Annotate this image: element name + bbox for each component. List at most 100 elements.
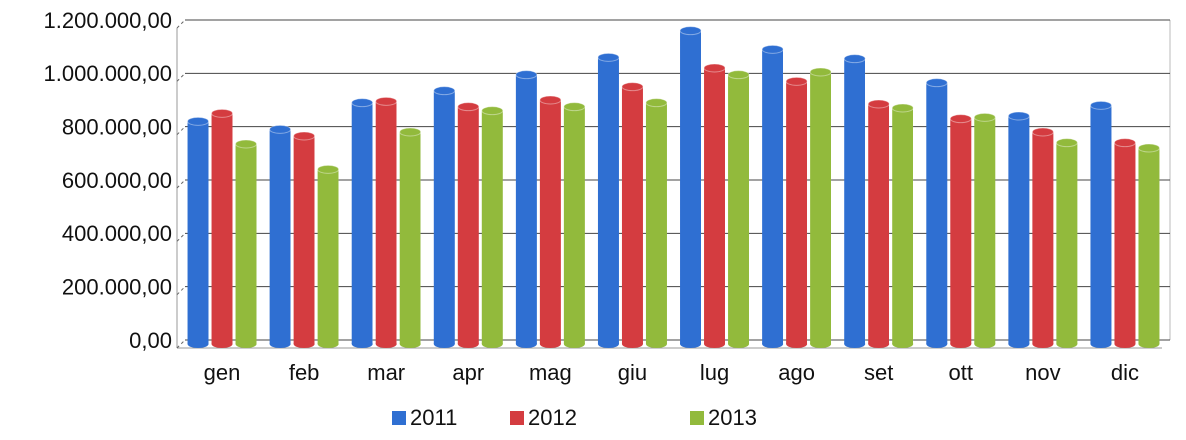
bar-cap [949, 114, 972, 124]
bar [810, 72, 832, 344]
bar-cap [293, 131, 316, 141]
bar-cap [1089, 100, 1112, 110]
bar-cap [457, 102, 480, 112]
bar-base [235, 340, 257, 348]
bar-cap [761, 44, 784, 54]
bar-cap [973, 112, 996, 122]
grid-depth [176, 19, 186, 29]
grid-depth [176, 232, 186, 242]
bar [539, 100, 561, 344]
y-tick-label: 0,00 [129, 328, 172, 353]
bar [1114, 142, 1136, 344]
bar [926, 82, 948, 345]
bar-base [433, 340, 455, 348]
bar-base [457, 340, 479, 348]
bar-base [597, 340, 619, 348]
bar-base [786, 340, 808, 348]
bar-base [762, 340, 784, 348]
legend-label: 2012 [528, 405, 577, 430]
bar [950, 118, 972, 345]
y-tick-label: 800.000,00 [62, 114, 172, 139]
grid-depth [176, 339, 186, 349]
grid-depth [176, 72, 186, 82]
bar-cap [269, 124, 292, 134]
bar [375, 101, 397, 344]
x-tick-label: nov [1025, 360, 1060, 385]
bar-cap [679, 26, 702, 36]
bar [515, 74, 537, 345]
bar [563, 106, 585, 345]
bar-base [926, 340, 948, 348]
x-tick-label: ago [778, 360, 815, 385]
bar-base [187, 340, 209, 348]
bar-base [1032, 340, 1054, 348]
bar [1090, 105, 1112, 344]
bar [1032, 132, 1054, 344]
bar-base [351, 340, 373, 348]
bar-cap [597, 52, 620, 62]
y-tick-label: 400.000,00 [62, 221, 172, 246]
legend-label: 2011 [410, 405, 457, 430]
bar [868, 104, 890, 344]
bar-cap [727, 70, 750, 80]
x-tick-label: set [864, 360, 893, 385]
bar-cap [539, 95, 562, 105]
bar-cap [1031, 127, 1054, 137]
bar [187, 121, 209, 344]
x-tick-label: mag [529, 360, 572, 385]
bar-cap [515, 70, 538, 80]
bar-cap [621, 82, 644, 92]
bar [269, 129, 291, 344]
bar-base [515, 340, 537, 348]
bar-cap [187, 116, 210, 126]
bar [457, 106, 479, 345]
bar-base [293, 340, 315, 348]
bar [1008, 116, 1030, 344]
grid-depth [176, 286, 186, 296]
bar [974, 117, 996, 344]
bar [621, 86, 643, 345]
bar-base [269, 340, 291, 348]
bar-base [1114, 340, 1136, 348]
bar-cap [481, 106, 504, 116]
bar [399, 132, 421, 344]
bar [786, 81, 808, 344]
bar [317, 169, 339, 344]
bar-base [728, 340, 750, 348]
bar-cap [235, 139, 258, 149]
bar-base [399, 340, 421, 348]
x-tick-label: ott [949, 360, 973, 385]
bar [211, 113, 233, 344]
bar-base [317, 340, 339, 348]
bar-base [621, 340, 643, 348]
bar-base [375, 340, 397, 348]
bar-cap [891, 103, 914, 113]
bar-cap [1007, 111, 1030, 121]
bar [597, 57, 619, 344]
bar-cap [785, 76, 808, 86]
grid-depth [176, 126, 186, 136]
x-tick-label: giu [618, 360, 647, 385]
legend-swatch [392, 411, 406, 425]
bar-base [950, 340, 972, 348]
bar [481, 110, 503, 345]
bar-base [974, 340, 996, 348]
bar [728, 74, 750, 345]
bar-base [1138, 340, 1160, 348]
bar-base [704, 340, 726, 348]
bar [1056, 142, 1078, 344]
bar-cap [351, 98, 374, 108]
y-tick-label: 1.200.000,00 [44, 8, 172, 33]
bar-cap [375, 96, 398, 106]
bar [235, 144, 257, 344]
bar-cap [843, 54, 866, 64]
bar-base [1008, 340, 1030, 348]
x-tick-label: mar [367, 360, 405, 385]
bar-cap [703, 63, 726, 73]
bar-cap [1055, 138, 1078, 148]
bar [844, 58, 866, 345]
legend-swatch [510, 411, 524, 425]
bar-cap [563, 102, 586, 112]
bar [1138, 148, 1160, 344]
